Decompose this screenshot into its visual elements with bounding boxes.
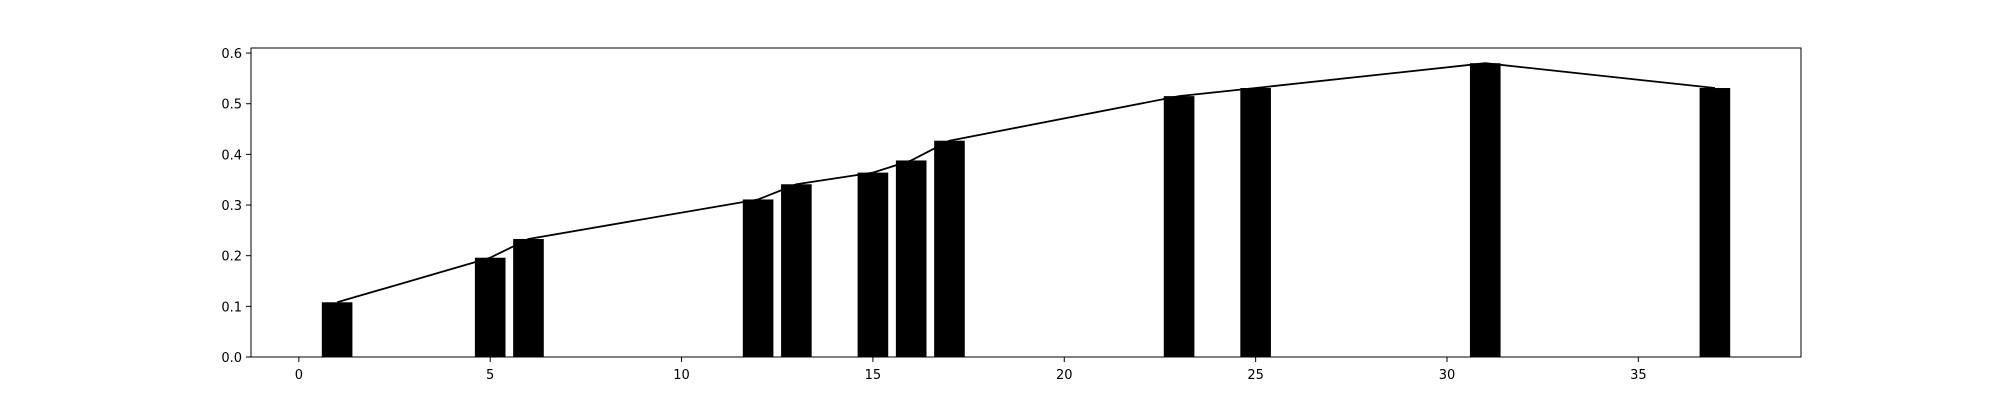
x-tick-label: 25	[1247, 368, 1264, 383]
bar	[857, 172, 889, 357]
bar	[1163, 96, 1195, 357]
bar	[1699, 88, 1731, 357]
bar	[781, 184, 812, 357]
y-tick-label: 0.2	[221, 250, 242, 265]
bar	[321, 302, 353, 357]
series-line	[336, 62, 1715, 304]
bar	[474, 257, 506, 357]
x-tick-label: 0	[295, 368, 303, 383]
x-tick-label: 15	[865, 368, 882, 383]
bar	[513, 238, 544, 357]
y-tick-label: 0.3	[221, 199, 242, 214]
bar	[934, 140, 965, 357]
y-tick-label: 0.6	[221, 47, 242, 62]
x-tick-label: 30	[1439, 368, 1456, 383]
y-tick-label: 0.1	[221, 300, 242, 315]
x-tick-label: 35	[1630, 368, 1647, 383]
x-tick-label: 10	[673, 368, 690, 383]
bar	[742, 199, 774, 357]
bar	[1240, 88, 1271, 357]
x-tick-label: 5	[486, 368, 494, 383]
y-tick-label: 0.4	[221, 148, 242, 163]
bar	[1469, 63, 1501, 358]
bar	[895, 160, 927, 357]
plot-frame	[250, 47, 1802, 358]
y-tick-label: 0.0	[221, 351, 242, 366]
y-tick-label: 0.5	[221, 98, 242, 113]
x-tick-label: 20	[1056, 368, 1073, 383]
